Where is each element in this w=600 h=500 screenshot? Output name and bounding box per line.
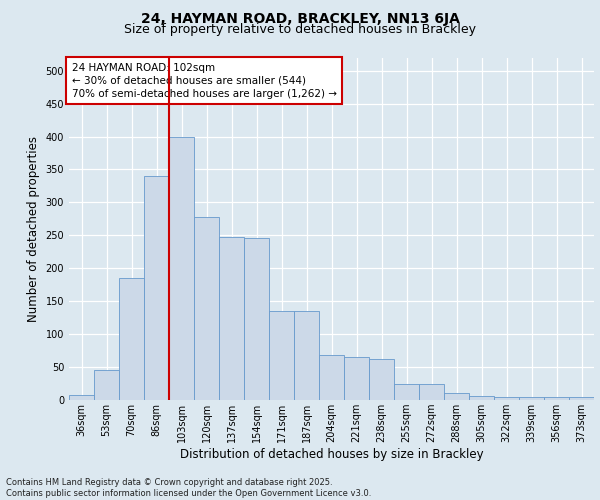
Bar <box>394 384 419 400</box>
Bar <box>219 238 244 400</box>
Bar <box>494 398 519 400</box>
Bar <box>269 311 294 400</box>
Text: Size of property relative to detached houses in Brackley: Size of property relative to detached ho… <box>124 22 476 36</box>
Bar <box>244 238 269 400</box>
Bar <box>194 217 219 400</box>
X-axis label: Distribution of detached houses by size in Brackley: Distribution of detached houses by size … <box>179 448 484 461</box>
Text: Contains HM Land Registry data © Crown copyright and database right 2025.
Contai: Contains HM Land Registry data © Crown c… <box>6 478 371 498</box>
Bar <box>419 384 444 400</box>
Bar <box>344 357 369 400</box>
Bar <box>569 396 594 400</box>
Bar <box>519 398 544 400</box>
Y-axis label: Number of detached properties: Number of detached properties <box>27 136 40 322</box>
Bar <box>544 398 569 400</box>
Bar <box>69 394 94 400</box>
Bar <box>294 311 319 400</box>
Text: 24, HAYMAN ROAD, BRACKLEY, NN13 6JA: 24, HAYMAN ROAD, BRACKLEY, NN13 6JA <box>140 12 460 26</box>
Text: 24 HAYMAN ROAD: 102sqm
← 30% of detached houses are smaller (544)
70% of semi-de: 24 HAYMAN ROAD: 102sqm ← 30% of detached… <box>71 62 337 99</box>
Bar <box>119 278 144 400</box>
Bar <box>144 176 169 400</box>
Bar <box>319 355 344 400</box>
Bar <box>469 396 494 400</box>
Bar <box>169 136 194 400</box>
Bar <box>94 370 119 400</box>
Bar <box>444 394 469 400</box>
Bar <box>369 359 394 400</box>
